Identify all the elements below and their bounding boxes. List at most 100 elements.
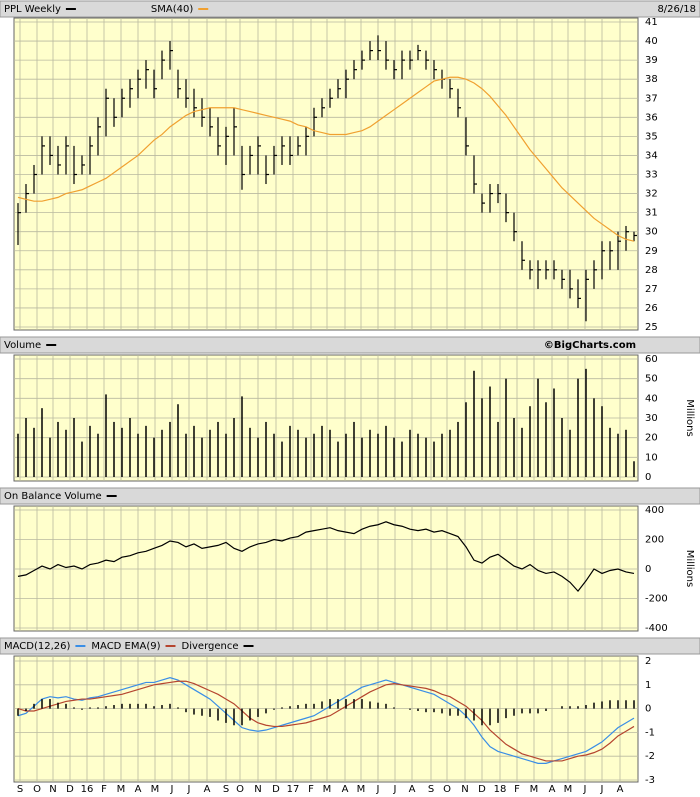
bar — [201, 708, 203, 716]
y-tick-label: 50 — [645, 374, 658, 385]
x-tick-label: J — [376, 784, 380, 795]
x-tick-label: 18 — [494, 784, 507, 795]
bar — [129, 703, 131, 709]
bar — [497, 421, 499, 477]
bar — [169, 421, 171, 477]
bar — [105, 706, 107, 709]
x-tick-label: O — [236, 784, 244, 795]
bar — [41, 699, 43, 709]
bar — [17, 708, 19, 716]
y-tick-label: 40 — [645, 36, 658, 47]
series-line — [17, 76, 635, 242]
y-tick-label: 33 — [645, 170, 658, 181]
bar — [417, 708, 419, 711]
bar — [273, 708, 275, 710]
x-tick-label: J — [187, 784, 191, 795]
x-tick-label: F — [308, 784, 314, 795]
y-tick-label: 31 — [645, 208, 658, 219]
bar — [505, 708, 507, 719]
y-tick-label: 37 — [645, 93, 658, 104]
bar — [513, 418, 515, 477]
y-tick-label: -1 — [645, 727, 655, 738]
legend-label: Divergence — [182, 641, 239, 652]
bar — [553, 388, 555, 477]
bar — [337, 441, 339, 477]
y-tick-label: 2 — [645, 656, 651, 667]
bar — [97, 433, 99, 477]
bar — [81, 441, 83, 477]
bar — [353, 421, 355, 477]
bar — [409, 708, 411, 710]
bar — [609, 427, 611, 477]
bar — [281, 707, 283, 709]
bar — [473, 370, 475, 477]
bar — [385, 703, 387, 709]
bar — [393, 707, 395, 709]
bar — [361, 699, 363, 709]
y-tick-label: -2 — [645, 751, 655, 762]
bar — [345, 699, 347, 709]
y-tick-label: -400 — [645, 623, 668, 634]
legend-label: SMA(40) — [151, 4, 193, 15]
y-tick-label: 25 — [645, 322, 658, 333]
bar — [105, 394, 107, 477]
bar — [49, 699, 51, 709]
bar — [185, 708, 187, 713]
bar — [73, 707, 75, 709]
bar — [329, 699, 331, 709]
x-tick-label: M — [530, 784, 539, 795]
x-tick-label: S — [428, 784, 434, 795]
bar — [497, 708, 499, 723]
plot-area — [13, 505, 639, 632]
bar — [121, 703, 123, 709]
bar — [289, 706, 291, 709]
y-tick-label: -3 — [645, 775, 655, 786]
plot-area — [13, 17, 639, 331]
x-tick-label: J — [393, 784, 397, 795]
bar — [89, 425, 91, 477]
bar — [633, 700, 635, 709]
bar — [241, 396, 243, 477]
bar — [625, 700, 627, 709]
x-tick-label: A — [617, 784, 624, 795]
bar — [193, 708, 195, 715]
bar — [297, 705, 299, 709]
bar — [577, 378, 579, 477]
bar — [177, 404, 179, 477]
bar — [609, 700, 611, 709]
bar — [305, 703, 307, 709]
bar — [33, 703, 35, 709]
bar — [489, 386, 491, 477]
x-tick-label: M — [117, 784, 126, 795]
bar — [241, 708, 243, 726]
legend-label: MACD EMA(9) — [91, 641, 160, 652]
panel-header — [0, 637, 700, 655]
bar — [569, 429, 571, 477]
bar — [529, 406, 531, 477]
x-tick-label: D — [478, 784, 486, 795]
bar — [481, 398, 483, 477]
x-tick-label: S — [17, 784, 23, 795]
bar — [289, 425, 291, 477]
x-tick-label: M — [151, 784, 160, 795]
y-tick-label: 60 — [645, 354, 658, 365]
y-tick-label: 36 — [645, 112, 658, 123]
x-tick-label: N — [254, 784, 261, 795]
y-tick-label: 20 — [645, 433, 658, 444]
x-tick-label: M — [564, 784, 573, 795]
bar — [617, 433, 619, 477]
bar — [449, 429, 451, 477]
bar — [73, 418, 75, 477]
bar — [369, 701, 371, 709]
bar — [489, 708, 491, 726]
bar — [433, 708, 435, 713]
bar — [265, 708, 267, 714]
y-tick-label: 26 — [645, 303, 658, 314]
bar — [113, 705, 115, 709]
bar — [17, 433, 19, 477]
bar — [25, 708, 27, 711]
bar — [481, 708, 483, 726]
bar — [49, 437, 51, 477]
y-tick-label: 400 — [645, 505, 664, 516]
bar — [113, 421, 115, 477]
